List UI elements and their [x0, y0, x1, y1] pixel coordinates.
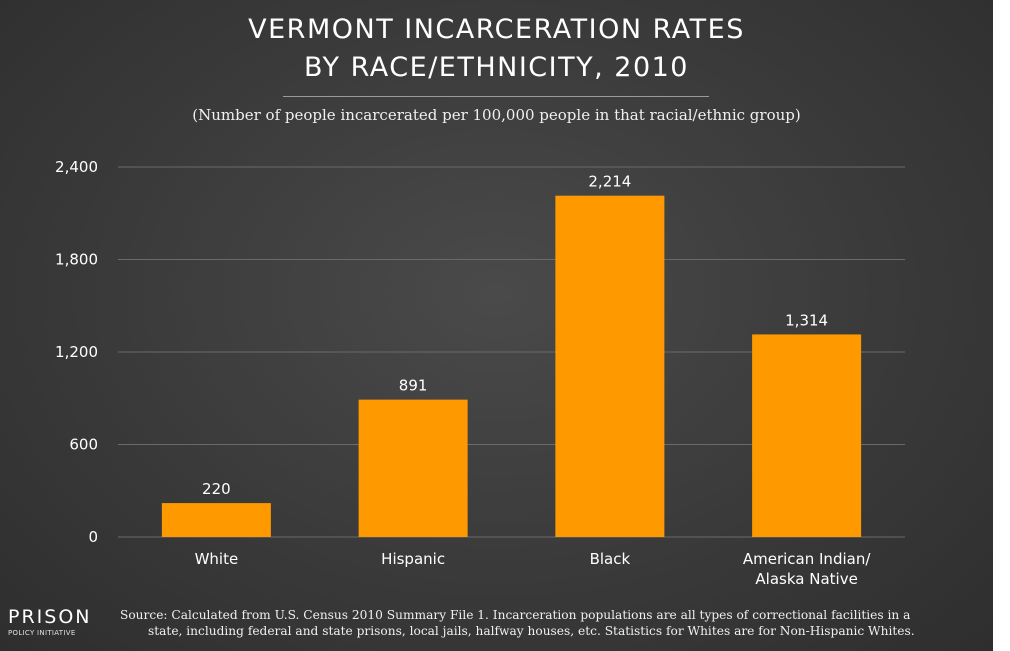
- y-tick-label: 0: [88, 528, 98, 546]
- source-note: Source: Calculated from U.S. Census 2010…: [120, 607, 985, 639]
- chart-title-line-1: VERMONT INCARCERATION RATES: [248, 14, 745, 45]
- y-tick-label: 2,400: [55, 158, 98, 176]
- value-labels: 220 891 2,214 1,314: [202, 173, 828, 498]
- x-tick-label: Hispanic: [381, 550, 445, 568]
- source-note-line-2: state, including federal and state priso…: [148, 624, 915, 638]
- logo-wordmark: PRISON: [8, 606, 92, 628]
- x-tick-label: American Indian/: [743, 550, 871, 568]
- logo-subtext: POLICY INITIATIVE: [8, 629, 76, 637]
- y-tick-label: 1,200: [55, 343, 98, 361]
- y-tick-label: 1,800: [55, 251, 98, 269]
- bar-value-label: 2,214: [588, 173, 631, 191]
- title-divider: [283, 96, 709, 97]
- bar-value-label: 1,314: [785, 311, 828, 329]
- source-note-line-1: Source: Calculated from U.S. Census 2010…: [120, 608, 911, 622]
- bar: [358, 399, 468, 537]
- bar-value-label: 891: [399, 377, 428, 395]
- bars: [161, 195, 862, 538]
- bar: [555, 195, 665, 538]
- x-tick-label: White: [195, 550, 239, 568]
- x-tick-label: Black: [590, 550, 631, 568]
- bar: [752, 334, 862, 537]
- y-tick-label: 600: [69, 436, 98, 454]
- bar-value-label: 220: [202, 480, 231, 498]
- x-tick-label: Alaska Native: [755, 570, 857, 588]
- chart-subtitle: (Number of people incarcerated per 100,0…: [192, 106, 801, 124]
- y-axis-ticks: 0 600 1,200 1,800 2,400: [55, 158, 98, 546]
- chart-title-line-2: BY RACE/ETHNICITY, 2010: [304, 52, 689, 83]
- bar-chart: 0 600 1,200 1,800 2,400 220 891 2,214 1,314 Whi…: [55, 158, 905, 588]
- prison-policy-initiative-logo: PRISON POLICY INITIATIVE: [8, 606, 108, 638]
- x-axis-ticks: White Hispanic Black American Indian/Alaska…: [195, 550, 872, 588]
- bar: [161, 503, 271, 537]
